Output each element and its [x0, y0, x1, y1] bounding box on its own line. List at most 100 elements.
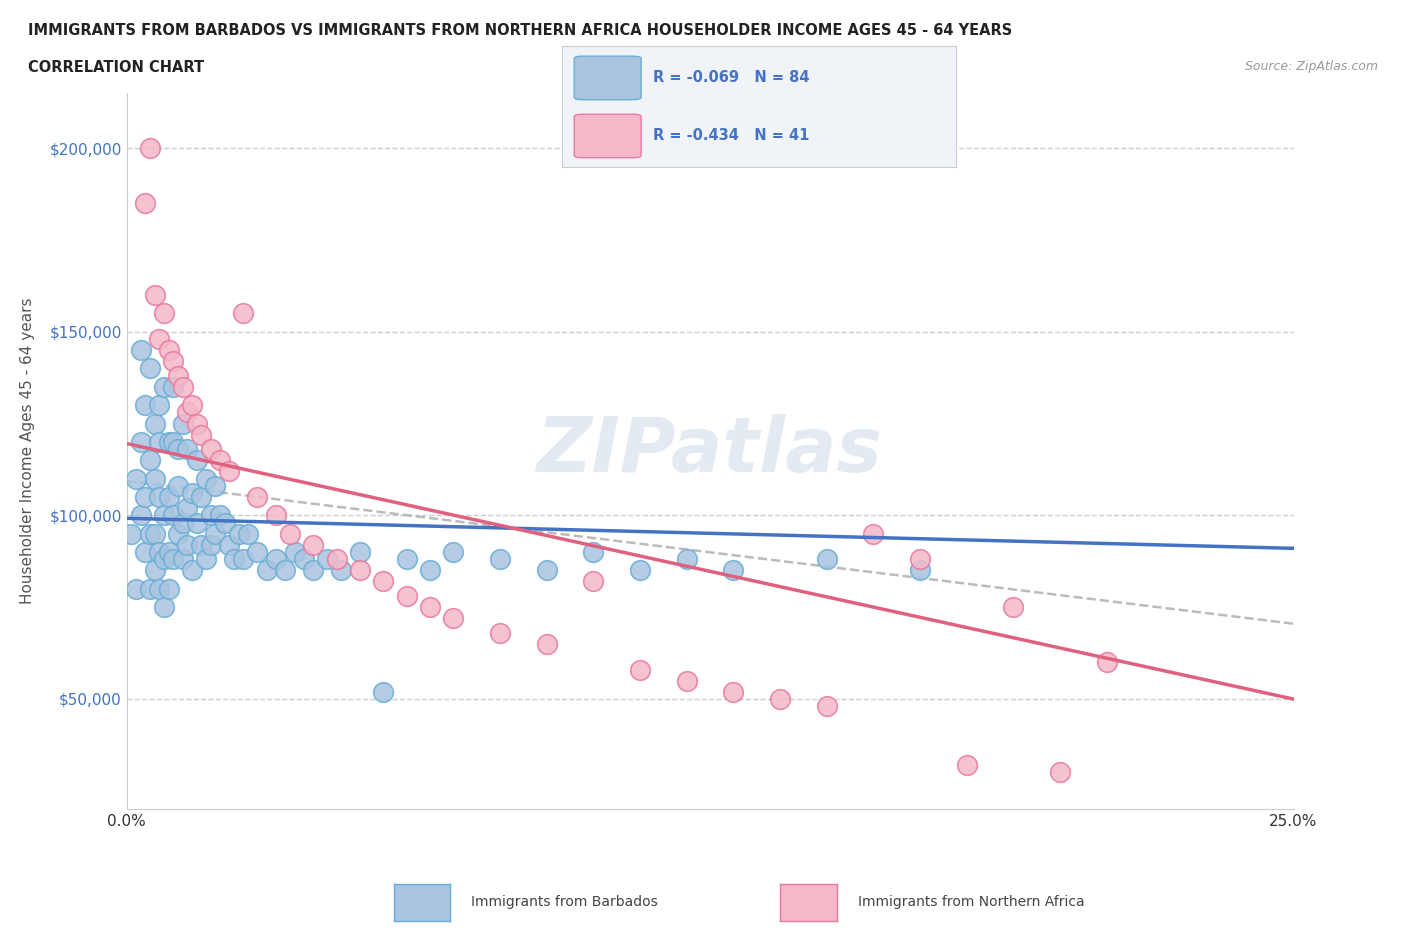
Point — [139, 526, 162, 541]
Point — [1002, 600, 1025, 615]
Point — [723, 563, 745, 578]
Point — [236, 526, 259, 541]
Point — [208, 453, 231, 468]
Point — [172, 379, 194, 394]
Point — [815, 551, 838, 566]
Point — [228, 526, 250, 541]
Point — [148, 332, 170, 347]
Point — [157, 434, 180, 449]
Point — [1095, 655, 1118, 670]
Point — [134, 489, 156, 504]
Point — [162, 379, 184, 394]
Point — [582, 545, 605, 560]
Point — [153, 600, 176, 615]
Point — [208, 508, 231, 523]
Point — [908, 551, 931, 566]
Point — [190, 538, 212, 552]
Point — [246, 545, 269, 560]
Point — [582, 574, 605, 589]
Point — [172, 551, 194, 566]
Point — [176, 442, 198, 457]
Point — [194, 551, 217, 566]
Point — [232, 551, 254, 566]
Point — [441, 611, 464, 626]
Point — [1049, 765, 1071, 780]
Point — [186, 453, 208, 468]
Point — [264, 551, 287, 566]
Point — [167, 442, 190, 457]
Text: Immigrants from Northern Africa: Immigrants from Northern Africa — [858, 895, 1084, 910]
Point — [264, 508, 287, 523]
Point — [292, 551, 315, 566]
Point — [180, 485, 202, 500]
Point — [167, 368, 190, 383]
Point — [274, 563, 297, 578]
Point — [536, 636, 558, 651]
Text: Source: ZipAtlas.com: Source: ZipAtlas.com — [1244, 60, 1378, 73]
Point — [125, 581, 148, 596]
Point — [120, 526, 142, 541]
FancyBboxPatch shape — [574, 56, 641, 100]
Point — [180, 563, 202, 578]
Point — [204, 526, 226, 541]
Point — [139, 361, 162, 376]
Point — [143, 287, 166, 302]
Text: CORRELATION CHART: CORRELATION CHART — [28, 60, 204, 75]
Point — [129, 508, 152, 523]
Point — [157, 489, 180, 504]
Point — [176, 405, 198, 420]
Point — [180, 398, 202, 413]
Point — [134, 398, 156, 413]
Point — [815, 698, 838, 713]
Point — [536, 563, 558, 578]
Point — [330, 563, 353, 578]
Point — [419, 563, 441, 578]
Point — [395, 589, 418, 604]
Point — [284, 545, 307, 560]
Point — [143, 563, 166, 578]
Point — [723, 684, 745, 699]
Point — [172, 416, 194, 431]
Point — [349, 563, 371, 578]
Point — [167, 526, 190, 541]
Point — [162, 508, 184, 523]
Point — [148, 545, 170, 560]
Point — [143, 472, 166, 486]
Point — [148, 489, 170, 504]
Point — [256, 563, 278, 578]
Point — [139, 581, 162, 596]
Text: R = -0.069   N = 84: R = -0.069 N = 84 — [652, 71, 810, 86]
Point — [489, 551, 512, 566]
Point — [419, 600, 441, 615]
Point — [129, 434, 152, 449]
Text: R = -0.434   N = 41: R = -0.434 N = 41 — [652, 128, 810, 143]
Point — [143, 526, 166, 541]
Text: Immigrants from Barbados: Immigrants from Barbados — [471, 895, 658, 910]
Point — [200, 442, 222, 457]
Point — [125, 472, 148, 486]
Point — [278, 526, 301, 541]
Point — [172, 515, 194, 530]
Point — [148, 434, 170, 449]
Point — [129, 342, 152, 357]
Point — [157, 581, 180, 596]
Point — [349, 545, 371, 560]
Point — [162, 353, 184, 368]
Point — [246, 489, 269, 504]
Point — [157, 545, 180, 560]
Point — [441, 545, 464, 560]
Point — [148, 398, 170, 413]
Point — [186, 416, 208, 431]
Point — [148, 581, 170, 596]
Point — [675, 673, 697, 688]
Point — [153, 306, 176, 321]
Point — [373, 574, 395, 589]
Point — [153, 379, 176, 394]
Point — [325, 551, 347, 566]
Point — [194, 472, 217, 486]
Point — [176, 500, 198, 515]
Point — [395, 551, 418, 566]
Point — [218, 538, 240, 552]
Point — [373, 684, 395, 699]
Point — [162, 551, 184, 566]
